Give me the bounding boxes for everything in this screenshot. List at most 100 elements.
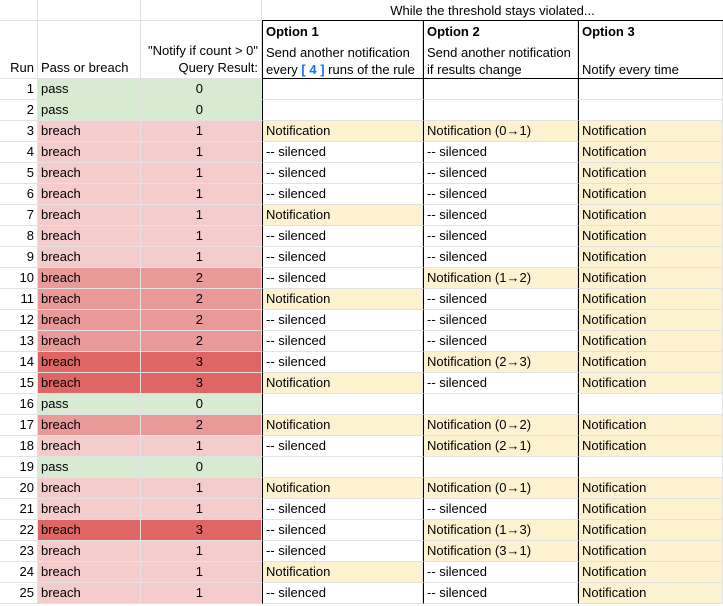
query-result-cell[interactable]: 0 (141, 100, 262, 121)
status-cell[interactable]: breach (38, 226, 141, 247)
query-result-cell[interactable]: 1 (141, 163, 262, 184)
option3-cell[interactable] (578, 100, 723, 121)
option1-cell[interactable]: Notification (262, 289, 423, 310)
option3-cell[interactable]: Notification (578, 541, 723, 562)
run-number-cell[interactable]: 23 (0, 541, 38, 562)
option1-cell[interactable]: -- silenced (262, 583, 423, 604)
option3-cell[interactable]: Notification (578, 289, 723, 310)
query-result-cell[interactable]: 2 (141, 268, 262, 289)
option2-cell[interactable] (423, 79, 578, 100)
query-result-cell[interactable]: 0 (141, 394, 262, 415)
status-cell[interactable]: breach (38, 184, 141, 205)
status-cell[interactable]: breach (38, 415, 141, 436)
option3-cell[interactable] (578, 79, 723, 100)
status-cell[interactable]: breach (38, 268, 141, 289)
option1-cell[interactable]: -- silenced (262, 499, 423, 520)
option2-cell[interactable]: Notification (2→1) (423, 436, 578, 457)
option2-cell[interactable]: Notification (3→1) (423, 541, 578, 562)
status-cell[interactable]: breach (38, 163, 141, 184)
option3-cell[interactable]: Notification (578, 583, 723, 604)
option2-cell[interactable]: -- silenced (423, 373, 578, 394)
run-number-cell[interactable]: 2 (0, 100, 38, 121)
option2-cell[interactable] (423, 100, 578, 121)
status-cell[interactable]: breach (38, 205, 141, 226)
run-number-cell[interactable]: 19 (0, 457, 38, 478)
run-number-cell[interactable]: 4 (0, 142, 38, 163)
option1-cell[interactable]: -- silenced (262, 184, 423, 205)
option2-cell[interactable]: -- silenced (423, 499, 578, 520)
option1-cell[interactable]: -- silenced (262, 142, 423, 163)
run-number-cell[interactable]: 8 (0, 226, 38, 247)
threshold-banner[interactable]: While the threshold stays violated... (262, 0, 723, 21)
option3-cell[interactable]: Notification (578, 226, 723, 247)
status-cell[interactable]: pass (38, 79, 141, 100)
option2-cell[interactable]: -- silenced (423, 562, 578, 583)
option3-cell[interactable]: Notification (578, 247, 723, 268)
option3-cell[interactable]: Notification (578, 520, 723, 541)
status-cell[interactable]: breach (38, 121, 141, 142)
option3-cell[interactable] (578, 457, 723, 478)
option1-cell[interactable]: -- silenced (262, 436, 423, 457)
option2-cell[interactable]: Notification (0→1) (423, 478, 578, 499)
status-cell[interactable]: breach (38, 499, 141, 520)
query-result-cell[interactable]: 2 (141, 331, 262, 352)
option1-cell[interactable]: -- silenced (262, 520, 423, 541)
option1-cell[interactable]: -- silenced (262, 247, 423, 268)
option2-cell[interactable] (423, 394, 578, 415)
query-result-cell[interactable]: 1 (141, 121, 262, 142)
option2-cell[interactable]: -- silenced (423, 184, 578, 205)
status-cell[interactable]: breach (38, 436, 141, 457)
option1-cell[interactable]: -- silenced (262, 310, 423, 331)
option1-cell[interactable]: Notification (262, 415, 423, 436)
query-result-cell[interactable]: 1 (141, 562, 262, 583)
query-result-cell[interactable]: 1 (141, 436, 262, 457)
option3-cell[interactable]: Notification (578, 331, 723, 352)
query-result-cell[interactable]: 2 (141, 289, 262, 310)
query-result-cell[interactable]: 1 (141, 226, 262, 247)
run-number-cell[interactable]: 16 (0, 394, 38, 415)
option3-cell[interactable]: Notification (578, 499, 723, 520)
option2-cell[interactable]: -- silenced (423, 583, 578, 604)
query-result-cell[interactable]: 1 (141, 205, 262, 226)
empty-cell[interactable] (0, 0, 38, 21)
option2-cell[interactable]: Notification (1→2) (423, 268, 578, 289)
option1-cell[interactable]: -- silenced (262, 541, 423, 562)
option3-cell[interactable]: Notification (578, 436, 723, 457)
run-number-cell[interactable]: 15 (0, 373, 38, 394)
run-number-cell[interactable]: 13 (0, 331, 38, 352)
option2-cell[interactable]: -- silenced (423, 310, 578, 331)
status-cell[interactable]: pass (38, 394, 141, 415)
option2-cell[interactable]: -- silenced (423, 289, 578, 310)
run-header[interactable]: Run (0, 21, 38, 79)
run-number-cell[interactable]: 20 (0, 478, 38, 499)
option2-cell[interactable]: Notification (0→1) (423, 121, 578, 142)
run-number-cell[interactable]: 22 (0, 520, 38, 541)
option1-cell[interactable]: Notification (262, 562, 423, 583)
run-number-cell[interactable]: 6 (0, 184, 38, 205)
query-result-cell[interactable]: 3 (141, 520, 262, 541)
status-cell[interactable]: breach (38, 541, 141, 562)
option1-header[interactable]: Option 1 Send another notification every… (262, 21, 423, 79)
option1-cell[interactable] (262, 79, 423, 100)
option2-cell[interactable] (423, 457, 578, 478)
status-cell[interactable]: breach (38, 520, 141, 541)
option3-cell[interactable]: Notification (578, 268, 723, 289)
option3-cell[interactable]: Notification (578, 310, 723, 331)
query-result-cell[interactable]: 1 (141, 499, 262, 520)
status-cell[interactable]: breach (38, 247, 141, 268)
option2-cell[interactable]: -- silenced (423, 142, 578, 163)
option3-cell[interactable]: Notification (578, 415, 723, 436)
option1-cell[interactable] (262, 394, 423, 415)
run-number-cell[interactable]: 9 (0, 247, 38, 268)
option3-cell[interactable]: Notification (578, 142, 723, 163)
option1-cell[interactable]: -- silenced (262, 352, 423, 373)
option2-cell[interactable]: -- silenced (423, 205, 578, 226)
empty-cell[interactable] (38, 0, 141, 21)
option3-cell[interactable]: Notification (578, 205, 723, 226)
status-cell[interactable]: breach (38, 562, 141, 583)
query-result-cell[interactable]: 0 (141, 79, 262, 100)
status-cell[interactable]: breach (38, 373, 141, 394)
status-cell[interactable]: breach (38, 331, 141, 352)
status-cell[interactable]: pass (38, 457, 141, 478)
run-number-cell[interactable]: 5 (0, 163, 38, 184)
